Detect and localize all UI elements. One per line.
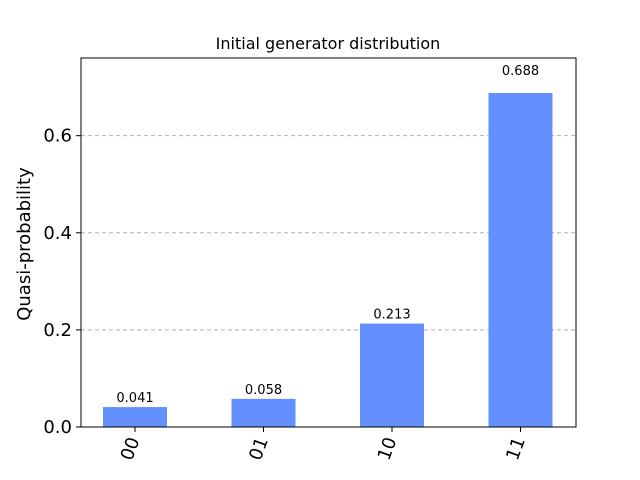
- y-ticks: 0.0 0.2 0.4 0.6: [43, 126, 81, 438]
- chart-title: Initial generator distribution: [216, 34, 441, 53]
- grid-lines: [81, 135, 576, 331]
- value-label-00: 0.041: [116, 391, 153, 406]
- y-tick-label: 0.6: [43, 126, 72, 147]
- plot-frame: [80, 57, 577, 428]
- value-labels: 0.041 0.058 0.213 0.688: [116, 64, 539, 406]
- value-label-10: 0.213: [373, 308, 410, 323]
- x-tick-label-10: 10: [374, 434, 402, 463]
- value-label-01: 0.058: [245, 383, 282, 398]
- x-tick-label-01: 01: [245, 434, 273, 463]
- y-axis-label: Quasi-probability: [14, 167, 35, 321]
- y-tick-label: 0.4: [43, 223, 72, 244]
- bars: [103, 92, 553, 428]
- bar-00: [103, 407, 167, 427]
- value-label-11: 0.688: [502, 64, 539, 79]
- bar-01: [231, 398, 296, 427]
- bar-11: [488, 92, 553, 428]
- x-tick-label-11: 11: [502, 434, 530, 463]
- bar-10: [360, 323, 424, 427]
- y-tick-label: 0.0: [43, 417, 72, 438]
- axes: [80, 57, 577, 428]
- y-tick-label: 0.2: [43, 320, 72, 341]
- x-tick-label-00: 00: [117, 434, 145, 463]
- x-ticks: 00 01 10 11: [117, 427, 530, 463]
